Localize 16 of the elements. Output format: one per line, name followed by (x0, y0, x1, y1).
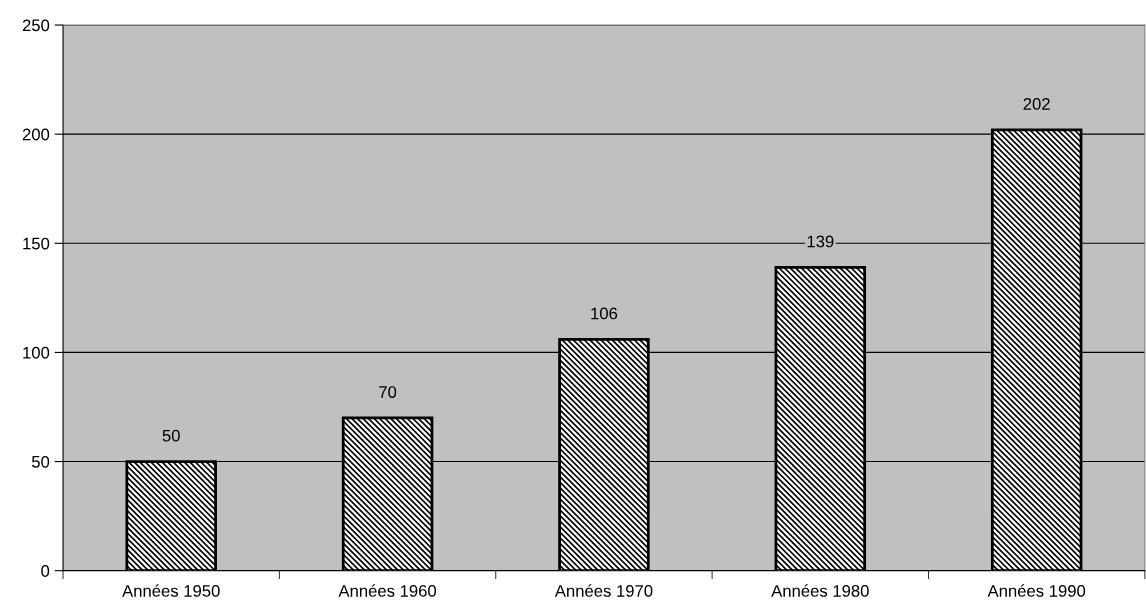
y-tick-label: 0 (41, 565, 50, 577)
data-label: 202 (1023, 98, 1050, 110)
x-tick-label: Années 1980 (771, 584, 869, 597)
x-tick-label: Années 1960 (338, 584, 437, 597)
y-tick-label: 100 (23, 346, 50, 359)
data-label: 139 (807, 235, 834, 248)
data-label: 50 (162, 429, 180, 442)
y-tick-label: 250 (22, 19, 50, 32)
x-tick-label: Années 1970 (554, 584, 653, 597)
y-tick-label: 150 (23, 237, 50, 250)
x-tick-label: Années 1950 (122, 584, 220, 597)
x-tick-label: Années 1990 (987, 584, 1086, 597)
data-label: 106 (591, 307, 618, 320)
data-label: 70 (379, 386, 397, 398)
y-tick-label: 200 (22, 128, 50, 141)
y-tick-label: 50 (31, 455, 50, 468)
